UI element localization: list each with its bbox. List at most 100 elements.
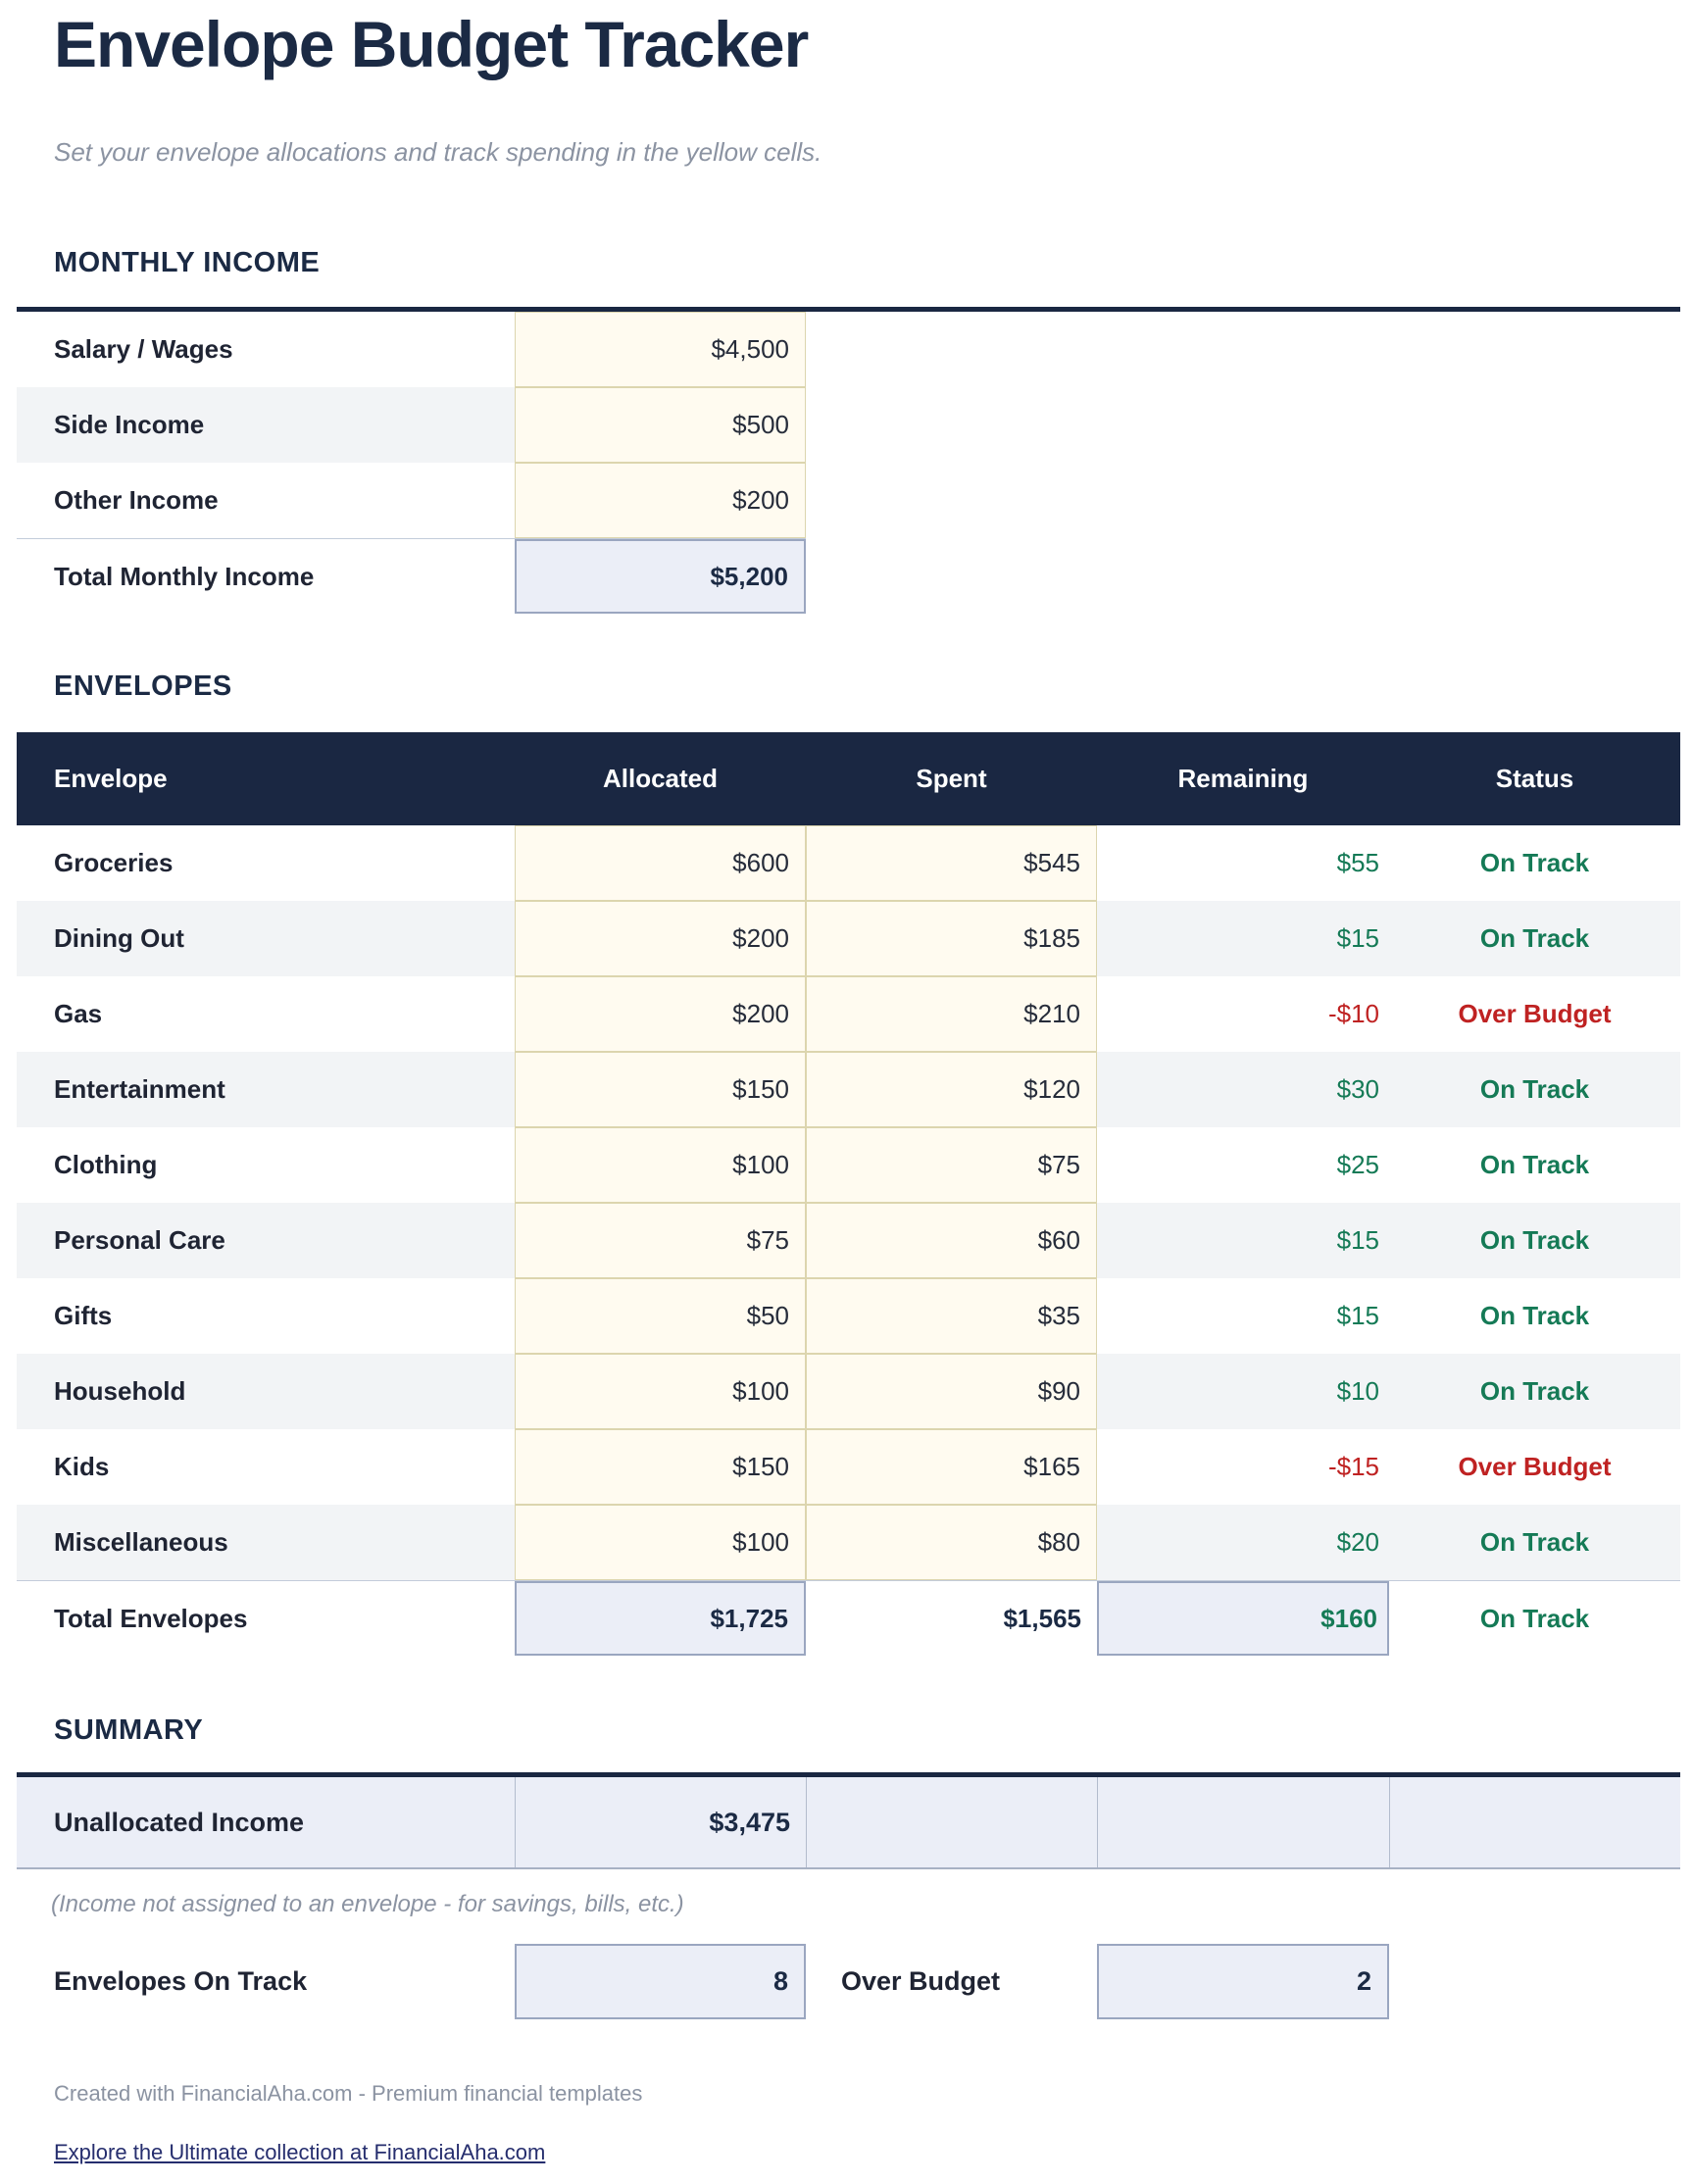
income-total-row: Total Monthly Income $5,200 — [17, 538, 806, 614]
status-label: On Track — [1479, 1527, 1590, 1557]
envelope-row: Groceries $600 $545 $55 On Track — [17, 825, 1680, 901]
monthly-income-heading: MONTHLY INCOME — [54, 247, 321, 278]
summary-counts-row: Envelopes On Track 8 Over Budget 2 — [17, 1944, 1680, 2019]
summary-empty-cell-3 — [1389, 1777, 1680, 1867]
spent-input-cell[interactable]: $80 — [806, 1505, 1097, 1580]
summary-empty-cell-2 — [1097, 1777, 1389, 1867]
status-label: On Track — [1479, 1225, 1590, 1255]
monthly-income-table: Salary / Wages $4,500 Side Income $500 Other… — [17, 307, 1680, 614]
envelopes-total-label: Total Envelopes — [54, 1603, 248, 1633]
column-header-envelope: Envelope — [54, 764, 168, 793]
spent-input-cell[interactable]: $120 — [806, 1052, 1097, 1127]
status-label: On Track — [1479, 1074, 1590, 1104]
allocated-input-cell[interactable]: $100 — [515, 1354, 806, 1429]
spent-input-cell[interactable]: $165 — [806, 1429, 1097, 1505]
spent-input-cell[interactable]: $210 — [806, 976, 1097, 1052]
envelopes-table: Envelope Allocated Spent Remaining Statu… — [17, 732, 1680, 1656]
remaining-value: $10 — [1336, 1376, 1379, 1406]
status-label: On Track — [1479, 923, 1590, 953]
column-header-allocated: Allocated — [602, 764, 719, 793]
income-value-input-cell[interactable]: $4,500 — [515, 312, 806, 387]
envelope-name: Gas — [54, 999, 103, 1028]
income-value-input-cell[interactable]: $200 — [515, 463, 806, 538]
envelope-name: Clothing — [54, 1150, 158, 1179]
status-label: Over Budget — [1458, 999, 1612, 1028]
status-label: On Track — [1479, 1301, 1590, 1330]
spent-input-cell[interactable]: $75 — [806, 1127, 1097, 1203]
remaining-value: $15 — [1336, 1225, 1379, 1255]
remaining-value: $15 — [1336, 923, 1379, 953]
envelope-row: Dining Out $200 $185 $15 On Track — [17, 901, 1680, 976]
envelope-row: Kids $150 $165 -$15 Over Budget — [17, 1429, 1680, 1505]
spent-input-cell[interactable]: $35 — [806, 1278, 1097, 1354]
envelope-name: Entertainment — [54, 1074, 225, 1104]
spent-input-cell[interactable]: $60 — [806, 1203, 1097, 1278]
envelopes-total-status: On Track — [1479, 1603, 1590, 1633]
envelopes-total-allocated-cell: $1,725 — [515, 1581, 806, 1656]
summary-heading: SUMMARY — [54, 1714, 204, 1746]
column-header-remaining: Remaining — [1177, 764, 1309, 793]
column-header-spent: Spent — [916, 764, 987, 793]
on-track-count-label: Envelopes On Track — [54, 1966, 308, 1996]
envelope-name: Kids — [54, 1452, 110, 1481]
envelope-row: Personal Care $75 $60 $15 On Track — [17, 1203, 1680, 1278]
page-subtitle: Set your envelope allocations and track … — [54, 137, 822, 167]
envelopes-total-remaining-cell: $160 — [1097, 1581, 1389, 1656]
income-rows: Salary / Wages $4,500 Side Income $500 Other… — [17, 312, 1680, 538]
envelope-row: Clothing $100 $75 $25 On Track — [17, 1127, 1680, 1203]
remaining-value: -$10 — [1327, 999, 1379, 1028]
status-label: On Track — [1479, 1150, 1590, 1179]
column-header-status: Status — [1495, 764, 1574, 793]
remaining-value: $30 — [1336, 1074, 1379, 1104]
spent-input-cell[interactable]: $545 — [806, 825, 1097, 901]
income-row-label: Salary / Wages — [54, 334, 233, 364]
spent-input-cell[interactable]: $90 — [806, 1354, 1097, 1429]
footer-credit: Created with FinancialAha.com - Premium … — [54, 2081, 643, 2106]
income-row-label: Other Income — [54, 485, 219, 515]
envelope-row: Entertainment $150 $120 $30 On Track — [17, 1052, 1680, 1127]
allocated-input-cell[interactable]: $100 — [515, 1505, 806, 1580]
envelope-row: Gas $200 $210 -$10 Over Budget — [17, 976, 1680, 1052]
summary-empty-cell-1 — [806, 1777, 1097, 1867]
status-label: On Track — [1479, 1376, 1590, 1406]
over-budget-count-label: Over Budget — [841, 1966, 1001, 1996]
allocated-input-cell[interactable]: $600 — [515, 825, 806, 901]
spent-input-cell[interactable]: $185 — [806, 901, 1097, 976]
allocated-input-cell[interactable]: $50 — [515, 1278, 806, 1354]
envelope-name: Dining Out — [54, 923, 184, 953]
envelope-row: Miscellaneous $100 $80 $20 On Track — [17, 1505, 1680, 1580]
envelope-name: Groceries — [54, 848, 174, 877]
on-track-count-cell: 8 — [515, 1944, 806, 2019]
allocated-input-cell[interactable]: $150 — [515, 1052, 806, 1127]
footer-link[interactable]: Explore the Ultimate collection at Finan… — [54, 2140, 546, 2164]
income-row: Other Income $200 — [17, 463, 806, 538]
page-title: Envelope Budget Tracker — [54, 8, 809, 80]
envelopes-total-row: Total Envelopes $1,725 $1,565 $160 On Tr… — [17, 1580, 1680, 1656]
remaining-value: $15 — [1336, 1301, 1379, 1330]
status-label: Over Budget — [1458, 1452, 1612, 1481]
allocated-input-cell[interactable]: $200 — [515, 901, 806, 976]
remaining-value: $55 — [1336, 848, 1379, 877]
income-table-top-border — [17, 307, 1680, 312]
envelopes-total-spent-cell: $1,565 — [1003, 1603, 1081, 1633]
allocated-input-cell[interactable]: $200 — [515, 976, 806, 1052]
envelopes-header-row: Envelope Allocated Spent Remaining Statu… — [17, 732, 1680, 825]
envelope-row: Gifts $50 $35 $15 On Track — [17, 1278, 1680, 1354]
envelope-name: Gifts — [54, 1301, 113, 1330]
envelope-name: Personal Care — [54, 1225, 225, 1255]
envelope-rows: Groceries $600 $545 $55 On Track Dining Out $2… — [17, 825, 1680, 1580]
status-label: On Track — [1479, 848, 1590, 877]
allocated-input-cell[interactable]: $75 — [515, 1203, 806, 1278]
summary-unallocated-row: Unallocated Income $3,475 — [17, 1772, 1680, 1869]
remaining-value: $25 — [1336, 1150, 1379, 1179]
income-value-input-cell[interactable]: $500 — [515, 387, 806, 463]
income-row: Salary / Wages $4,500 — [17, 312, 806, 387]
allocated-input-cell[interactable]: $150 — [515, 1429, 806, 1505]
allocated-input-cell[interactable]: $100 — [515, 1127, 806, 1203]
envelope-name: Miscellaneous — [54, 1527, 228, 1557]
summary-unallocated-label-cell: Unallocated Income — [17, 1777, 515, 1867]
over-budget-count-cell: 2 — [1097, 1944, 1389, 2019]
envelope-name: Household — [54, 1376, 186, 1406]
income-total-label: Total Monthly Income — [54, 561, 315, 591]
